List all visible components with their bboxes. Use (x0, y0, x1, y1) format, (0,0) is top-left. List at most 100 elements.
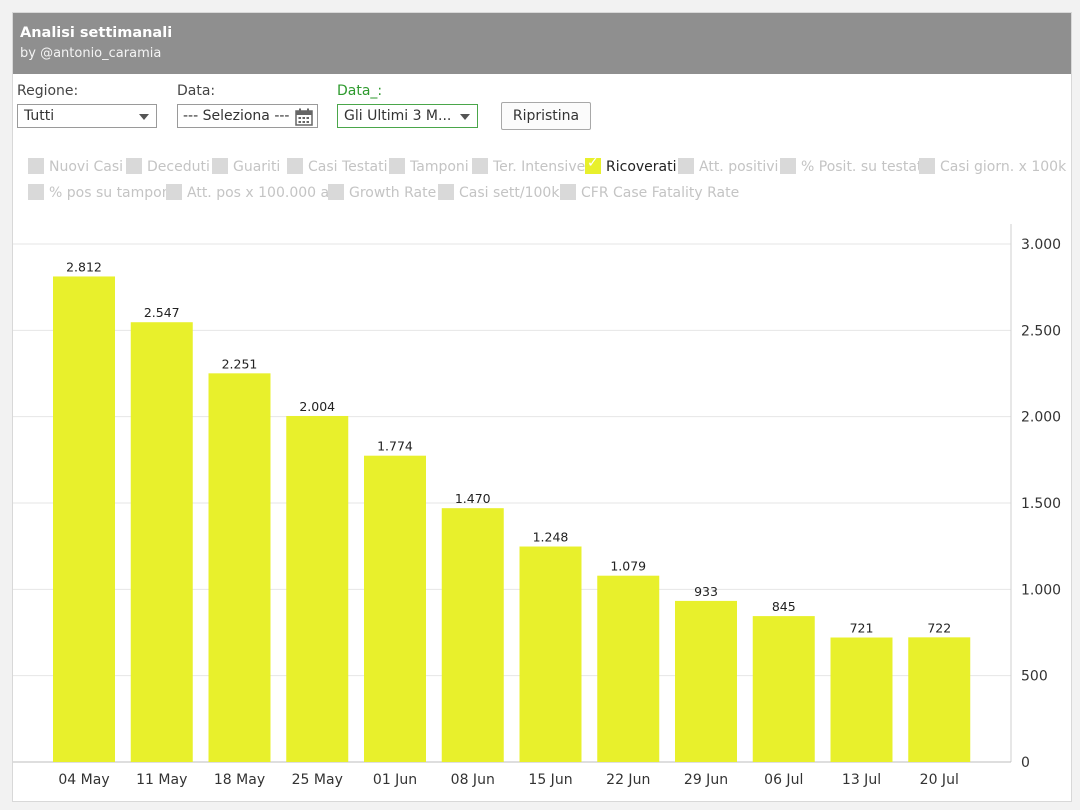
legend-label: Att. positivi (699, 159, 779, 175)
legend-item-2[interactable]: Guariti (212, 158, 280, 176)
checkbox-icon[interactable] (328, 184, 344, 200)
checkmark-icon: ✓ (587, 155, 599, 171)
legend-label: Casi Testati (308, 159, 388, 175)
y-tick-label: 2.500 (1021, 323, 1061, 339)
checkbox-icon[interactable] (438, 184, 454, 200)
checkbox-icon[interactable] (678, 158, 694, 174)
legend-item-11[interactable]: Att. pos x 100.000 ab (166, 184, 338, 202)
legend-item-12[interactable]: Growth Rate (328, 184, 436, 202)
legend-label: Casi giorn. x 100k (940, 159, 1067, 175)
legend-label: Att. pos x 100.000 ab (187, 185, 338, 201)
checkbox-icon[interactable] (780, 158, 796, 174)
checkbox-checked-icon[interactable]: ✓ (585, 155, 601, 174)
page-title: Analisi settimanali (20, 25, 173, 41)
bar-value-label: 722 (927, 620, 951, 635)
legend-label: % pos su tamponi (49, 185, 175, 201)
legend-label: Casi sett/100k (459, 185, 560, 201)
bar-value-label: 845 (772, 599, 796, 614)
legend-item-13[interactable]: Casi sett/100k (438, 184, 559, 202)
legend-label: % Posit. su testati (801, 159, 927, 175)
dashboard-frame: Analisi settimanali by @antonio_caramia … (12, 12, 1072, 802)
legend-item-5[interactable]: Ter. Intensive (472, 158, 585, 176)
x-tick-label: 13 Jul (842, 772, 881, 788)
bar (130, 322, 193, 762)
y-tick-label: 2.000 (1021, 410, 1061, 426)
checkbox-icon[interactable] (166, 184, 182, 200)
regione-value: Tutti (24, 108, 55, 124)
y-tick-label: 1.500 (1021, 496, 1061, 512)
legend-label: Growth Rate (349, 185, 437, 201)
checkbox-icon[interactable] (28, 158, 44, 174)
checkbox-icon[interactable] (472, 158, 488, 174)
x-tick-label: 06 Jul (764, 772, 803, 788)
x-tick-label: 15 Jun (528, 772, 572, 788)
legend-item-7[interactable]: Att. positivi (678, 158, 778, 176)
checkbox-icon[interactable] (28, 184, 44, 200)
x-tick-label: 11 May (136, 772, 187, 788)
bar-value-label: 2.547 (144, 305, 180, 320)
reset-button[interactable]: Ripristina (501, 102, 591, 130)
bar (53, 276, 115, 762)
legend-label: Ricoverati (606, 159, 677, 175)
bar (441, 508, 504, 762)
checkbox-icon[interactable] (212, 158, 228, 174)
x-tick-label: 04 May (58, 772, 109, 788)
x-tick-label: 20 Jul (920, 772, 959, 788)
x-tick-label: 22 Jun (606, 772, 650, 788)
chevron-down-icon (460, 114, 470, 120)
legend-item-1[interactable]: Deceduti (126, 158, 210, 176)
bar-value-label: 1.248 (533, 530, 569, 545)
bar (364, 455, 426, 762)
bar (286, 415, 349, 762)
bar-value-label: 1.470 (455, 491, 491, 506)
bar-value-label: 2.251 (222, 356, 258, 371)
legend-label: Deceduti (147, 159, 210, 175)
data2-select[interactable]: Gli Ultimi 3 M... (337, 104, 478, 128)
calendar-icon[interactable] (295, 108, 313, 126)
data-date-input[interactable]: --- Seleziona --- (177, 104, 318, 128)
legend-item-8[interactable]: % Posit. su testati (780, 158, 926, 176)
bar (675, 600, 737, 762)
bar-chart: 0 500 1.000 1.500 2.000 2.500 3.000 2.812 04 May… (13, 224, 1061, 788)
y-tick-label: 1.000 (1021, 582, 1061, 598)
bar (597, 575, 660, 762)
legend-item-0[interactable]: Nuovi Casi (28, 158, 123, 176)
bar (752, 616, 815, 762)
y-tick-label: 500 (1021, 669, 1048, 685)
bar (519, 546, 582, 762)
legend-item-14[interactable]: CFR Case Fatality Rate (560, 184, 739, 202)
bar-value-label: 1.774 (377, 439, 413, 454)
x-tick-label: 29 Jun (684, 772, 728, 788)
x-tick-label: 08 Jun (451, 772, 495, 788)
legend-item-10[interactable]: % pos su tamponi (28, 184, 175, 202)
bar (908, 637, 971, 762)
data2-value: Gli Ultimi 3 M... (344, 108, 452, 124)
header-bar: Analisi settimanali by @antonio_caramia (13, 13, 1071, 74)
bar-value-label: 933 (694, 584, 718, 599)
checkbox-icon[interactable] (126, 158, 142, 174)
checkbox-icon[interactable] (389, 158, 405, 174)
data-label: Data: (177, 83, 216, 99)
legend-label: Nuovi Casi (49, 159, 124, 175)
page-subtitle: by @antonio_caramia (20, 46, 162, 61)
data-value: --- Seleziona --- (183, 108, 290, 124)
x-tick-label: 01 Jun (373, 772, 417, 788)
bar-value-label: 721 (850, 621, 874, 636)
bar-value-label: 1.079 (610, 559, 646, 574)
x-tick-label: 25 May (292, 772, 343, 788)
regione-select[interactable]: Tutti (17, 104, 157, 128)
legend-item-9[interactable]: Casi giorn. x 100k (919, 158, 1066, 176)
legend-label: Tamponi (410, 159, 469, 175)
legend-label: Ter. Intensive (493, 159, 586, 175)
legend-item-6[interactable]: ✓ Ricoverati (585, 155, 677, 176)
checkbox-icon[interactable] (287, 158, 303, 174)
bar (208, 373, 271, 762)
y-tick-label: 3.000 (1021, 237, 1061, 253)
checkbox-icon[interactable] (560, 184, 576, 200)
bar-value-label: 2.812 (66, 259, 102, 274)
chevron-down-icon (139, 114, 149, 120)
legend-item-4[interactable]: Tamponi (389, 158, 469, 176)
checkbox-icon[interactable] (919, 158, 935, 174)
legend-item-3[interactable]: Casi Testati (287, 158, 388, 176)
data2-label: Data_: (337, 83, 383, 99)
